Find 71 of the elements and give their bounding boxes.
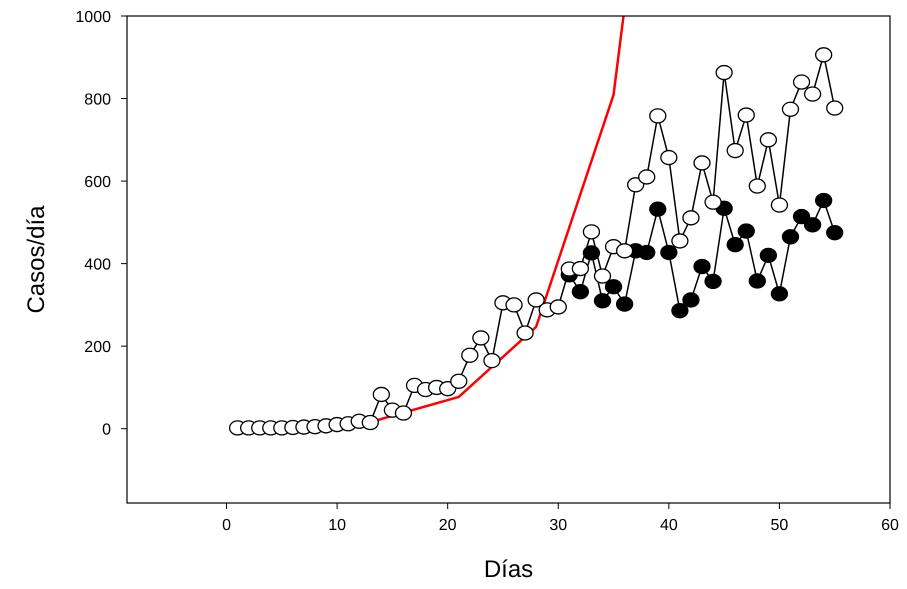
point [792,74,810,90]
point [726,142,744,158]
point [594,268,612,284]
x-tick-label: 0 [222,517,232,534]
point [760,248,778,264]
point [770,197,788,213]
point [472,330,490,346]
point [505,297,523,313]
point [770,286,788,302]
point [627,177,644,192]
y-tick-label: 200 [84,339,112,356]
point [682,292,700,308]
point [604,279,622,294]
y-tick-label: 600 [84,174,112,192]
point [616,243,634,258]
point [671,233,689,249]
y-tick-label: 400 [84,256,112,274]
point [815,192,832,208]
x-tick-label: 10 [328,517,346,534]
point [748,273,766,289]
point [671,303,689,318]
point [516,325,534,341]
point [782,229,800,244]
point [726,236,744,252]
point [649,108,666,124]
point [572,284,590,300]
point [693,258,711,274]
point [483,352,501,368]
x-tick-label: 20 [438,517,457,534]
point [704,274,722,290]
point [572,260,590,276]
x-tick-label: 50 [770,517,788,534]
y-tick-label: 0 [102,422,112,439]
point [362,414,379,430]
point [660,244,678,260]
point [638,169,656,185]
point [682,210,700,226]
point [594,293,612,308]
point [616,296,634,312]
point [782,102,800,117]
point [461,348,478,363]
point [450,374,468,389]
point [649,202,666,217]
point [792,208,810,224]
point [748,178,766,194]
point [738,107,755,123]
point [804,86,822,102]
point [394,405,412,421]
point [704,194,722,210]
y-tick-label: 1000 [75,9,112,26]
point [826,225,844,240]
point [738,223,755,239]
point [715,64,733,80]
point [638,244,656,260]
y-tick-label: 800 [84,92,112,109]
x-tick-label: 40 [660,517,678,534]
point [815,47,832,62]
x-tick-label: 30 [549,517,568,534]
point [660,150,678,166]
y-axis-title: Casos/día [23,204,50,314]
point [439,381,456,396]
x-axis-title: Días [484,556,534,583]
point [372,386,390,402]
point [527,292,545,308]
x-tick-label: 60 [881,517,899,534]
point [693,155,711,171]
point [760,132,778,148]
point [826,100,844,116]
point [582,224,600,240]
point [804,217,822,232]
point [550,299,567,315]
